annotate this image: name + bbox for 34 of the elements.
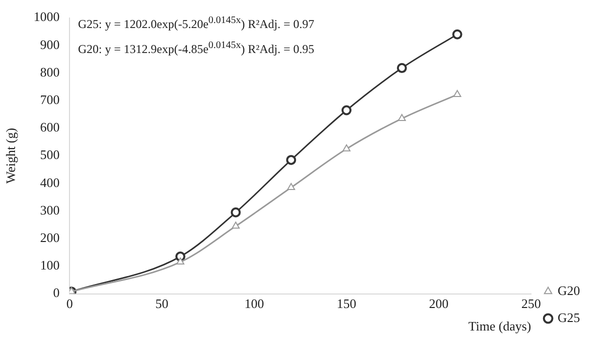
x-tick-label: 50 — [155, 296, 168, 312]
y-tick-label: 0 — [53, 285, 60, 300]
y-tick-label: 100 — [40, 258, 60, 273]
y-tick-label: 200 — [40, 230, 60, 246]
x-tick-label: 150 — [336, 296, 356, 312]
annotation: G25: y = 1202.0exp(-5.20e$^{0.0145x}$) R²Adj. = 0.97 — [78, 14, 314, 33]
point — [342, 144, 350, 152]
x-tick-label: 0 — [66, 296, 73, 312]
x-tick-label: 250 — [521, 296, 541, 312]
y-tick-label: 500 — [40, 147, 60, 162]
point — [287, 183, 296, 190]
point — [176, 258, 184, 265]
point — [453, 90, 462, 98]
x-axis-title: Time (days) — [468, 318, 532, 334]
y-tick-label: 900 — [40, 36, 60, 52]
x-tick-label: 200 — [429, 296, 449, 312]
point — [230, 207, 241, 218]
y-tick-label: 600 — [40, 120, 60, 135]
point — [342, 105, 352, 116]
legend-label: G20 — [558, 282, 580, 298]
y-axis-title: Weight (g) — [3, 128, 18, 184]
x-tick-label: 100 — [244, 296, 264, 312]
point — [232, 222, 240, 229]
y-tick-label: 300 — [40, 202, 60, 218]
point — [286, 154, 296, 165]
annotation: G20: y = 1312.9exp(-4.85e$^{0.0145x}$) R²Adj. = 0.95 — [78, 39, 314, 58]
point — [396, 63, 407, 74]
y-tick-label: 1000 — [34, 9, 60, 24]
legend-label: G25 — [558, 310, 580, 325]
point — [452, 29, 462, 40]
point — [398, 114, 406, 122]
y-tick-label: 800 — [40, 64, 60, 80]
y-tick-label: 400 — [40, 174, 60, 190]
y-tick-label: 700 — [40, 92, 60, 108]
